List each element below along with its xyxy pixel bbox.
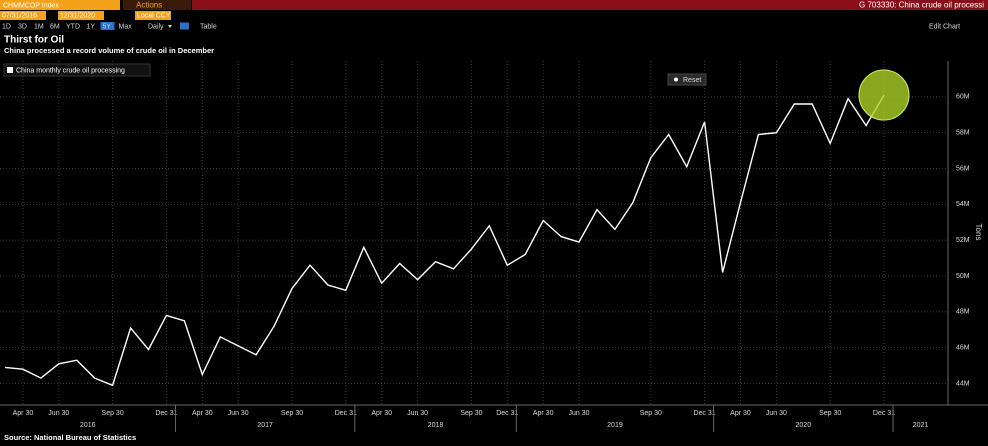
highlight bbox=[858, 69, 910, 121]
y-tick-label: 50M bbox=[956, 273, 970, 280]
legend bbox=[3, 63, 151, 77]
chart-type-button[interactable] bbox=[180, 22, 189, 30]
actions[interactable]: Actions bbox=[136, 1, 162, 10]
data-line bbox=[4, 94, 885, 387]
x-tick-label: Jun 30 bbox=[569, 410, 590, 417]
x-tick-label: Jun 30 bbox=[766, 410, 787, 417]
x-tick-label: Jun 30 bbox=[407, 410, 428, 417]
reset-button[interactable] bbox=[667, 73, 707, 86]
y-tick-label: 48M bbox=[956, 309, 970, 316]
x-tick-label: Apr 30 bbox=[192, 410, 213, 417]
x-tick-label: Sep 30 bbox=[281, 410, 303, 417]
x-tick-label: Sep 30 bbox=[819, 410, 841, 417]
actions-button[interactable] bbox=[123, 0, 191, 10]
year-label: 2019 bbox=[607, 422, 623, 429]
period-button[interactable]: 6M bbox=[50, 23, 60, 30]
start-date-field[interactable] bbox=[0, 11, 46, 20]
currency[interactable]: Local CCY bbox=[137, 13, 171, 20]
y-tick-label: 58M bbox=[956, 130, 970, 137]
window-title: G 703330: China crude oil processi bbox=[859, 1, 984, 10]
period-button[interactable]: 1D bbox=[2, 23, 11, 30]
reset-icon[interactable] bbox=[674, 77, 678, 82]
y-tick-label: 44M bbox=[956, 380, 970, 387]
ticker[interactable]: CHMMCOP Index bbox=[3, 2, 59, 9]
end-date-field[interactable] bbox=[58, 11, 104, 20]
y-tick-label: 54M bbox=[956, 201, 970, 208]
period-button[interactable]: 1Y bbox=[87, 23, 96, 30]
period-button[interactable]: 3D bbox=[18, 23, 27, 30]
legend-label: China monthly crude oil processing bbox=[16, 67, 125, 74]
edit-chart[interactable]: Edit Chart bbox=[929, 23, 960, 30]
reset-label[interactable]: Reset bbox=[683, 77, 701, 84]
period-button[interactable]: Max bbox=[119, 23, 133, 30]
end-date[interactable]: 12/31/2020 bbox=[60, 13, 95, 20]
y-tick-label: 46M bbox=[956, 345, 970, 352]
chart-title: Thirst for Oil bbox=[4, 35, 64, 46]
x-tick-label: Dec 31 bbox=[155, 410, 177, 417]
year-label: 2021 bbox=[913, 422, 929, 429]
y-axis-label: Tons bbox=[974, 224, 983, 241]
year-label: 2018 bbox=[428, 422, 444, 429]
year-label: 2017 bbox=[257, 422, 273, 429]
x-tick-label: Sep 30 bbox=[102, 410, 124, 417]
year-label: 2016 bbox=[80, 422, 96, 429]
ticker-field[interactable] bbox=[0, 0, 120, 10]
chart-subtitle: China processed a record volume of crude… bbox=[4, 46, 214, 55]
x-tick-label: Dec 31 bbox=[335, 410, 357, 417]
period-button[interactable]: YTD bbox=[66, 23, 80, 30]
x-tick-label: Jun 30 bbox=[48, 410, 69, 417]
period-selected[interactable] bbox=[100, 22, 115, 30]
x-tick-label: Sep 30 bbox=[640, 410, 662, 417]
period-button[interactable]: 5Y bbox=[103, 23, 112, 30]
x-tick-label: Dec 31 bbox=[873, 410, 895, 417]
x-tick-label: Jun 30 bbox=[228, 410, 249, 417]
x-tick-label: Dec 31 bbox=[694, 410, 716, 417]
source: Source: National Bureau of Statistics bbox=[4, 433, 136, 442]
y-tick-label: 60M bbox=[956, 94, 970, 101]
y-tick-label: 52M bbox=[956, 237, 970, 244]
x-tick-label: Apr 30 bbox=[371, 410, 392, 417]
legend-checkbox[interactable] bbox=[7, 67, 13, 73]
table-button[interactable]: Table bbox=[200, 23, 217, 30]
y-tick-label: 56M bbox=[956, 165, 970, 172]
dropdown-arrow[interactable] bbox=[168, 25, 172, 28]
start-date[interactable]: 07/31/2016 bbox=[2, 13, 37, 20]
x-tick-label: Sep 30 bbox=[460, 410, 482, 417]
x-tick-label: Apr 30 bbox=[13, 410, 34, 417]
year-label: 2020 bbox=[796, 422, 812, 429]
x-tick-label: Apr 30 bbox=[533, 410, 554, 417]
currency-field[interactable] bbox=[135, 11, 171, 20]
title-bar bbox=[192, 0, 988, 10]
x-tick-label: Dec 31 bbox=[496, 410, 518, 417]
x-tick-label: Apr 30 bbox=[730, 410, 751, 417]
frequency[interactable]: Daily bbox=[148, 23, 164, 30]
period-button[interactable]: 1M bbox=[34, 23, 44, 30]
